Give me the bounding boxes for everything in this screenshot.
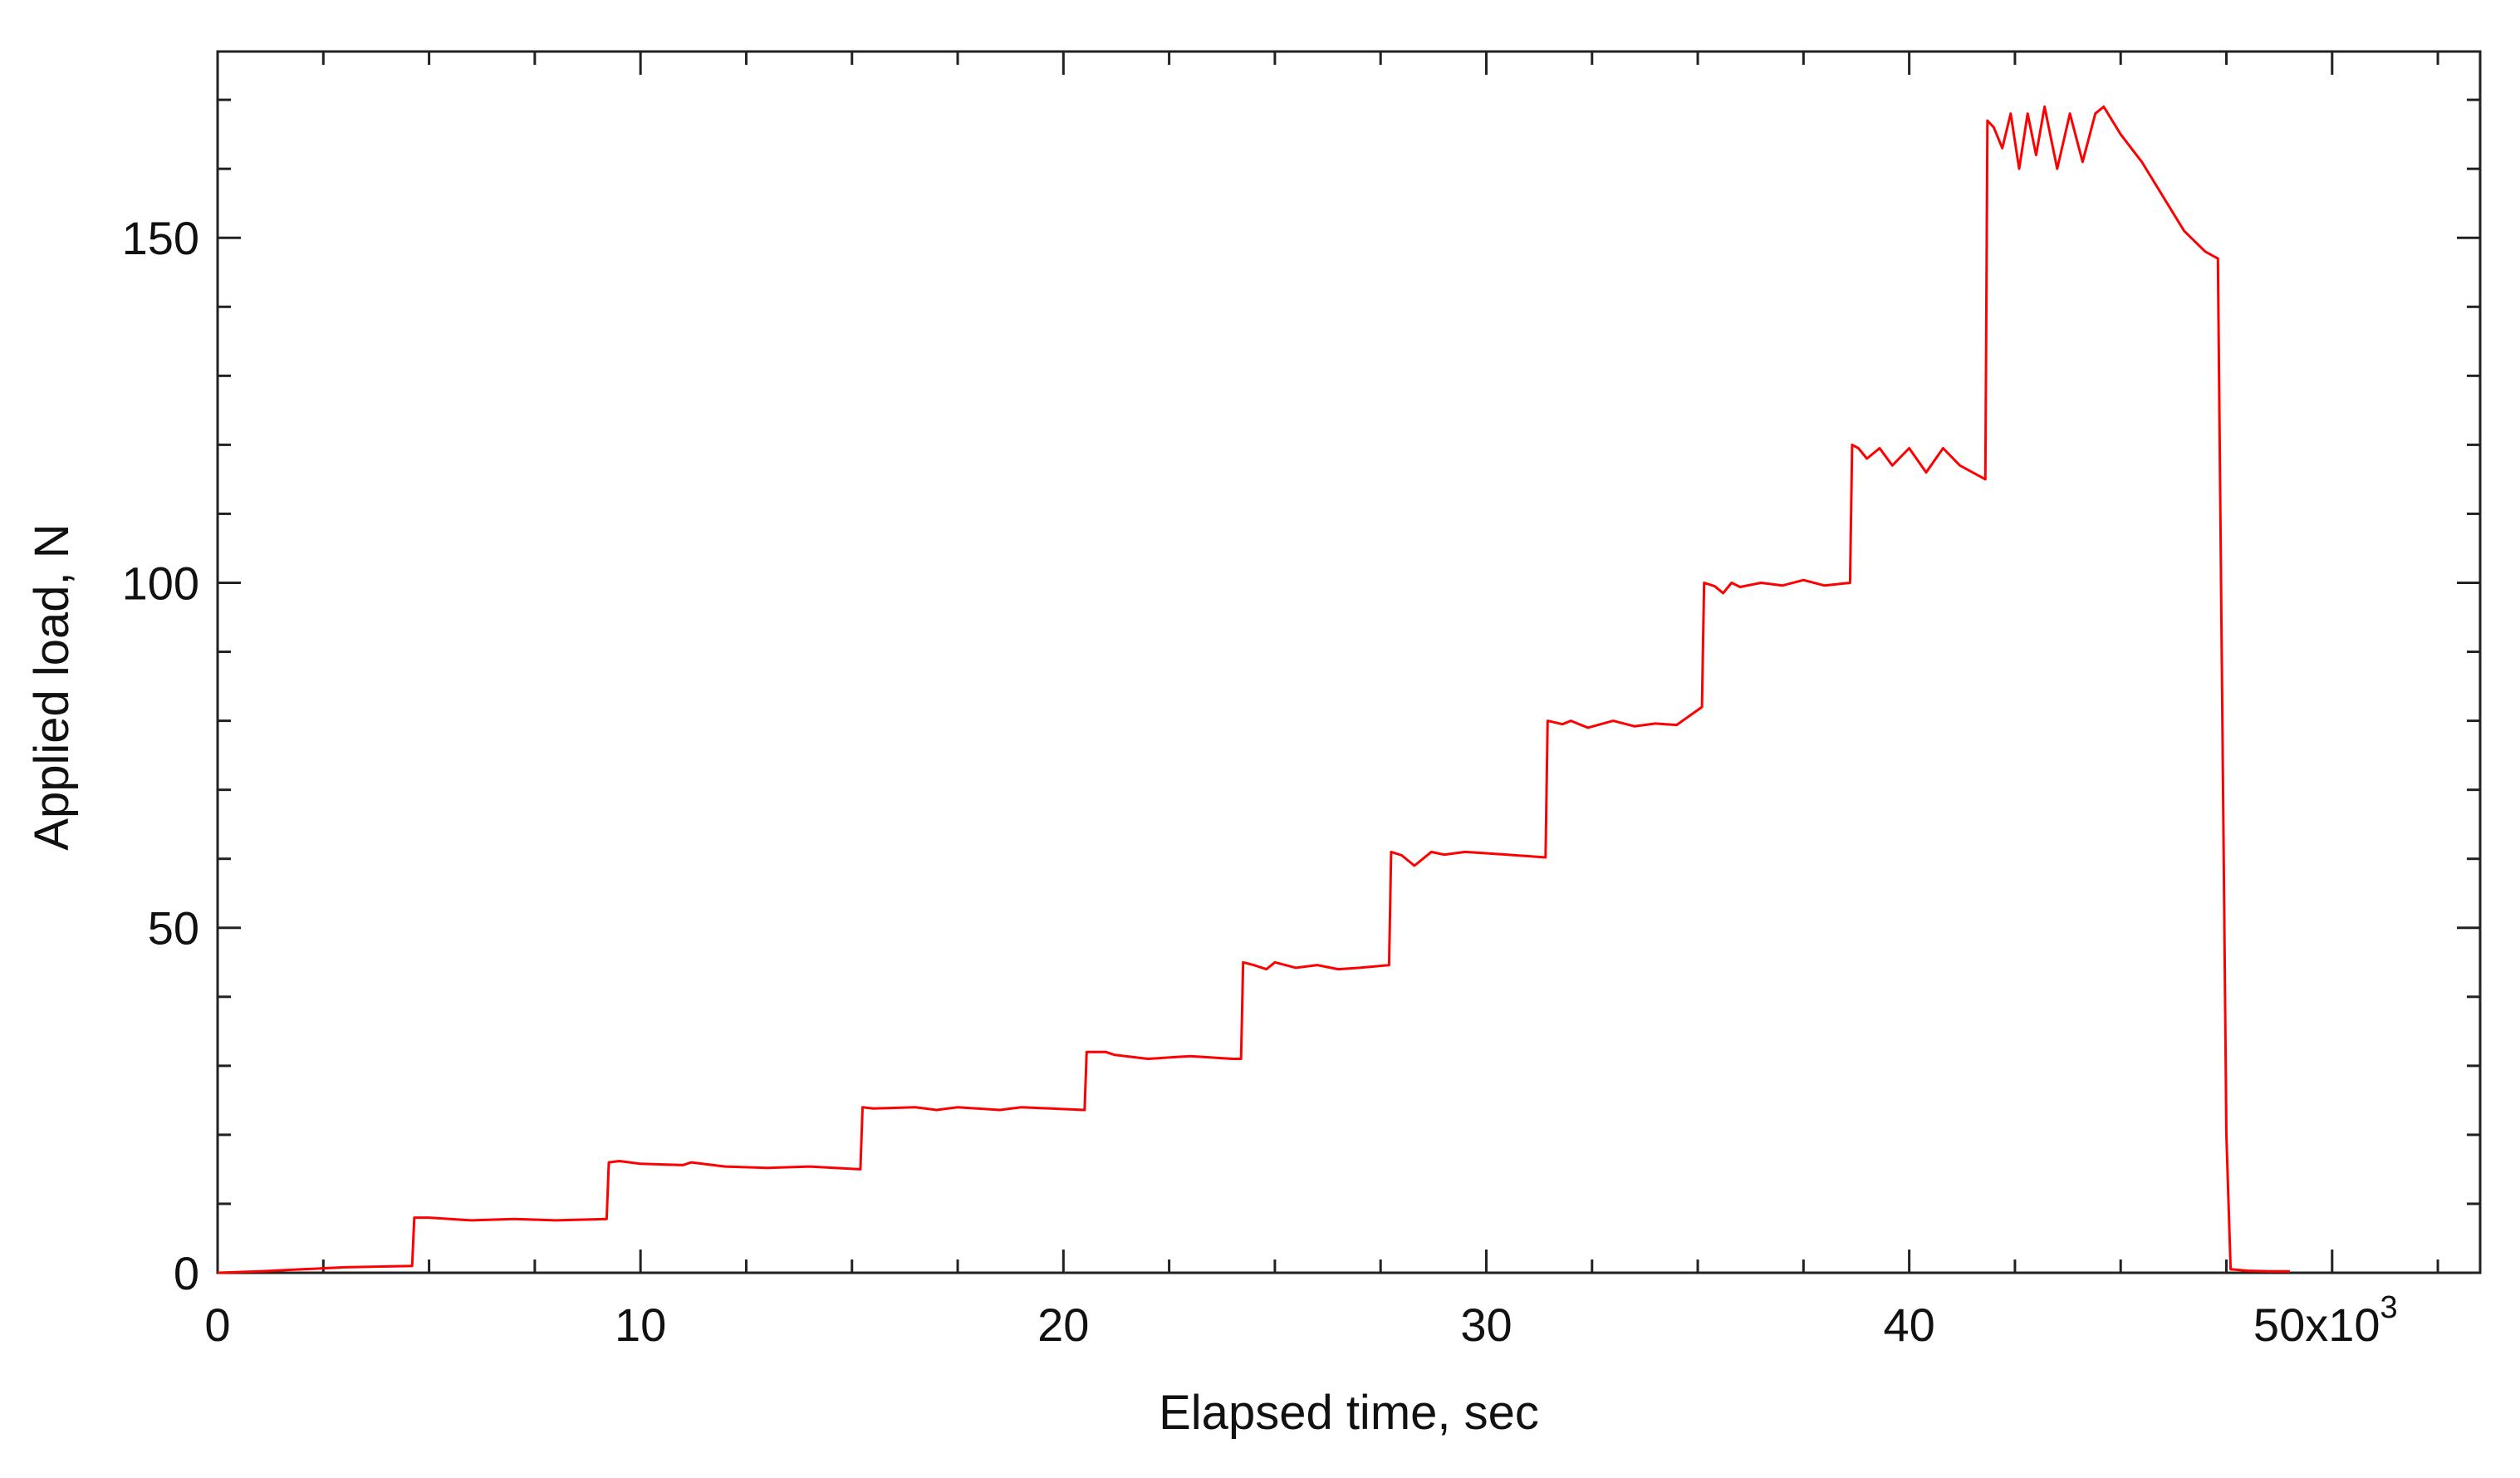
x-tick-label: 50x103 (2253, 1290, 2398, 1351)
y-tick-label: 150 (122, 212, 199, 264)
x-tick-label: 40 (1883, 1299, 1934, 1351)
x-axis-label: Elapsed time, sec (1159, 1386, 1539, 1440)
y-tick-label: 0 (174, 1247, 199, 1299)
series-group (217, 105, 2290, 1274)
y-axis-label: Applied load, N (25, 523, 79, 850)
x-tick-label: 30 (1460, 1299, 1512, 1351)
plot-frame (216, 50, 2482, 1274)
y-tick-label: 100 (122, 557, 199, 609)
data-series-line (217, 105, 2290, 1274)
x-tick-label: 0 (204, 1299, 230, 1351)
y-tick-label: 50 (148, 902, 199, 955)
x-tick-exponent: 3 (2380, 1290, 2398, 1325)
axes-group: 0 10 20 30 40 50x103 0 50 100 150 (122, 50, 2482, 1351)
x-tick-label: 20 (1037, 1299, 1089, 1351)
x-tick-label: 10 (615, 1299, 666, 1351)
axis-labels-group: Elapsed time, sec Applied load, N (25, 523, 1539, 1440)
